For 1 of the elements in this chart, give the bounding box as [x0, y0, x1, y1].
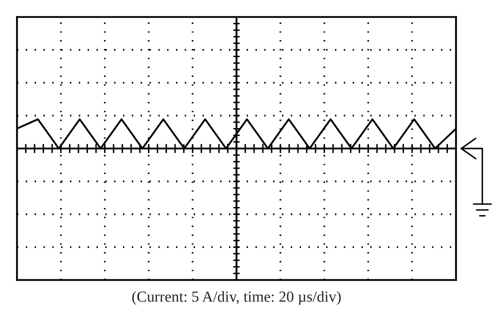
text: (Current: 5 A/div, time: 20 µs/div) [132, 291, 341, 305]
